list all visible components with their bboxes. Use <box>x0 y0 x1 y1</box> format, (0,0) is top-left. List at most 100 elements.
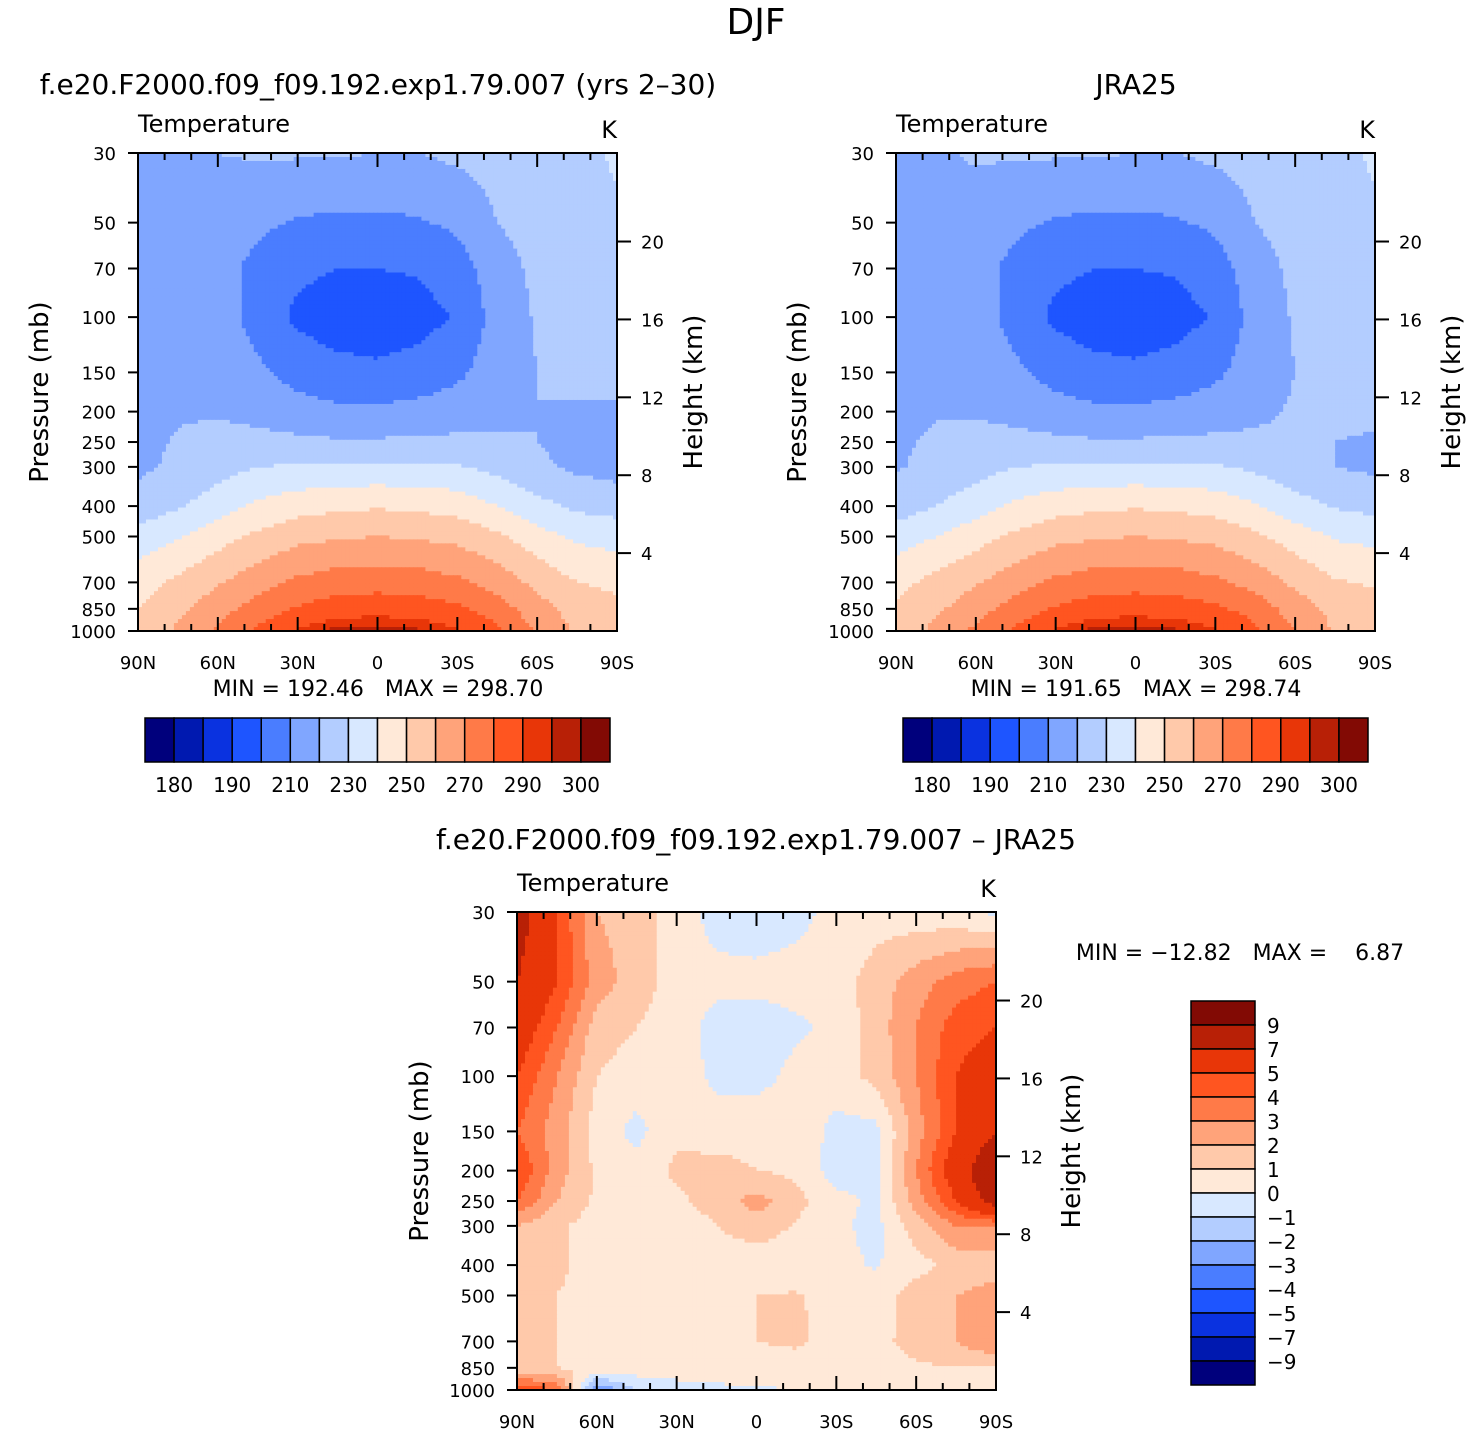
contour-cell <box>337 176 343 182</box>
contour-cell <box>585 276 590 282</box>
contour-cell <box>545 312 550 317</box>
contour-cell <box>369 232 375 238</box>
contour-cell <box>337 216 343 222</box>
contour-cell <box>277 220 283 226</box>
contour-cell <box>138 216 143 222</box>
contour-cell <box>169 316 175 321</box>
contour-cell <box>349 272 355 278</box>
contour-cell <box>489 280 494 286</box>
contour-cell <box>489 248 494 254</box>
contour-cell <box>417 264 423 270</box>
contour-cell <box>409 236 415 242</box>
contour-cell <box>138 212 143 218</box>
contour-cell <box>553 192 558 198</box>
contour-cell <box>525 248 530 254</box>
contour-cell <box>289 184 295 190</box>
contour-cell <box>509 172 514 178</box>
contour-cell <box>157 288 163 294</box>
contour-cell <box>377 280 383 286</box>
contour-cell <box>161 288 167 294</box>
contour-cell <box>149 280 155 286</box>
contour-cell <box>185 236 191 242</box>
contour-cell <box>301 180 307 186</box>
contour-cell <box>225 264 231 270</box>
contour-cell <box>357 272 363 278</box>
contour-cell <box>349 192 355 198</box>
contour-cell <box>565 212 570 218</box>
contour-cell <box>245 196 251 202</box>
contour-cell <box>441 180 446 186</box>
contour-cell <box>165 168 171 174</box>
contour-cell <box>401 304 407 309</box>
contour-cell <box>337 180 343 186</box>
contour-cell <box>273 288 279 294</box>
contour-cell <box>441 244 446 250</box>
contour-cell <box>413 304 419 309</box>
contour-cell <box>453 272 458 278</box>
contour-cell <box>405 300 411 305</box>
contour-cell <box>385 180 391 186</box>
contour-cell <box>257 260 263 266</box>
contour-cell <box>365 272 371 278</box>
contour-cell <box>325 248 331 254</box>
contour-cell <box>397 272 403 278</box>
contour-cell <box>453 260 458 266</box>
contour-cell <box>253 216 259 222</box>
contour-cell <box>317 232 323 238</box>
contour-cell <box>249 260 255 266</box>
contour-cell <box>138 268 143 274</box>
contour-cell <box>157 156 163 162</box>
contour-cell <box>581 228 586 234</box>
contour-cell <box>265 232 271 238</box>
contour-cell <box>517 268 522 274</box>
contour-cell <box>141 264 147 270</box>
contour-cell <box>509 300 514 305</box>
contour-cell <box>569 276 574 282</box>
contour-cell <box>497 288 502 294</box>
contour-cell <box>341 256 347 262</box>
contour-cell <box>377 256 383 262</box>
contour-cell <box>485 236 490 242</box>
contour-cell <box>301 172 307 178</box>
contour-cell <box>329 188 335 194</box>
contour-cell <box>589 252 594 258</box>
contour-cell <box>549 308 554 313</box>
contour-cell <box>281 312 287 317</box>
contour-cell <box>337 316 343 321</box>
contour-cell <box>361 276 367 282</box>
contour-cell <box>449 304 454 309</box>
contour-cell <box>385 272 391 278</box>
contour-cell <box>209 216 215 222</box>
contour-cell <box>597 304 602 309</box>
contour-cell <box>417 300 423 305</box>
contour-cell <box>257 268 263 274</box>
contour-cell <box>605 188 610 194</box>
contour-cell <box>565 164 570 170</box>
contour-cell <box>505 160 510 166</box>
contour-cell <box>361 264 367 270</box>
contour-cell <box>217 260 223 266</box>
contour-cell <box>341 196 347 202</box>
contour-cell <box>169 280 175 286</box>
contour-cell <box>273 200 279 206</box>
contour-cell <box>173 316 179 321</box>
contour-cell <box>565 184 570 190</box>
contour-cell <box>317 180 323 186</box>
contour-cell <box>257 172 263 178</box>
contour-cell <box>577 260 582 266</box>
contour-cell <box>185 224 191 230</box>
contour-cell <box>605 224 610 230</box>
contour-cell <box>333 276 339 282</box>
contour-cell <box>253 292 259 297</box>
contour-cell <box>469 164 474 170</box>
contour-cell <box>145 200 151 206</box>
contour-cell <box>445 200 450 206</box>
contour-cell <box>333 292 339 297</box>
contour-cell <box>513 232 518 238</box>
contour-cell <box>525 200 530 206</box>
contour-cell <box>329 196 335 202</box>
contour-cell <box>353 153 359 158</box>
contour-cell <box>361 188 367 194</box>
contour-cell <box>333 220 339 226</box>
contour-cell <box>397 220 403 226</box>
